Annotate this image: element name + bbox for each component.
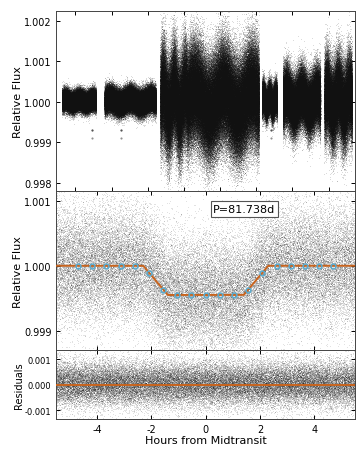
X-axis label: Hours from Midtransit: Hours from Midtransit xyxy=(145,435,266,445)
Y-axis label: Relative Flux: Relative Flux xyxy=(12,66,23,138)
X-axis label: BJD - 2450000: BJD - 2450000 xyxy=(166,208,245,218)
Text: P=81.738d: P=81.738d xyxy=(213,204,276,214)
Y-axis label: Relative Flux: Relative Flux xyxy=(13,235,23,307)
Y-axis label: Residuals: Residuals xyxy=(13,362,24,408)
